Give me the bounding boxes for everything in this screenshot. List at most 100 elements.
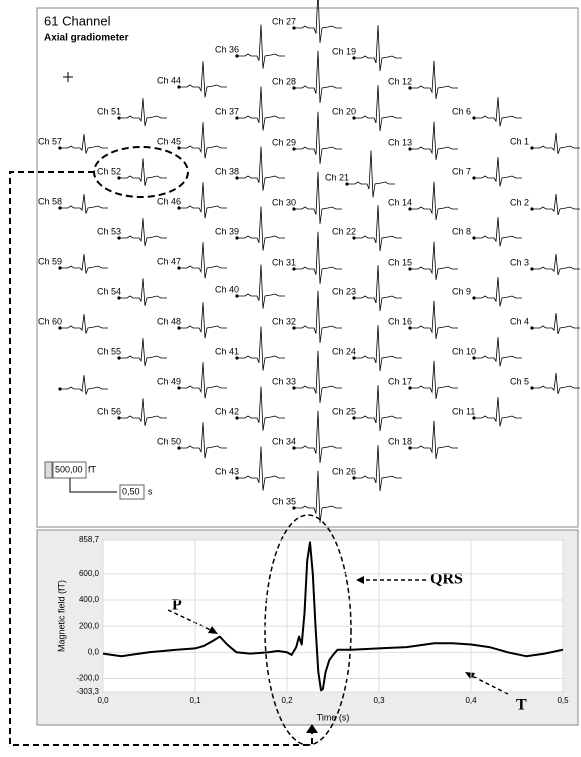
link-arrow [9,171,313,746]
channel-label: Ch 3 [510,257,529,267]
channel-label: Ch 16 [388,316,412,326]
channel-label: Ch 30 [272,197,296,207]
channel-trace [294,111,342,164]
channel-trace [410,241,458,280]
channel-trace [294,171,342,224]
channel-label: Ch 9 [452,286,471,296]
x-tick-label: 0,0 [97,696,109,705]
channel-label: Ch 35 [272,496,296,506]
qrs-ellipse [264,514,352,746]
channel-label: Ch 38 [215,166,239,176]
channel-label: Ch 22 [332,226,356,236]
p-label: P [172,597,182,614]
cursor-cross [63,72,73,82]
channel-trace [179,302,227,339]
channel-label: Ch 17 [388,376,412,386]
y-tick-label: -200,0 [76,674,99,683]
x-tick-label: 0,1 [189,696,201,705]
channel-trace [410,121,458,160]
channel-label: Ch 41 [215,346,239,356]
channel-trace [532,253,580,276]
channel-label: Ch 46 [157,196,181,206]
channel-trace [294,231,342,284]
channel-label: Ch 18 [388,436,412,446]
channel-label: Ch 43 [215,466,239,476]
channel-label: Ch 27 [272,16,296,26]
channel-trace [237,326,285,371]
channel-trace [179,422,227,459]
channel-trace [179,362,227,399]
channel-trace [474,217,522,247]
channel-trace [532,132,580,155]
channel-trace [179,242,227,279]
channel-label: Ch 13 [388,137,412,147]
channel-trace [354,385,402,432]
channel-label: Ch 58 [38,196,62,206]
channel-trace [532,372,580,395]
signal-line [102,541,564,692]
channel-trace [119,218,167,246]
channel-label: Ch 54 [97,286,121,296]
time-unit: s [148,486,153,496]
channel-label: Ch 26 [332,466,356,476]
channel-label: Ch 20 [332,106,356,116]
y-tick-label: 400,0 [79,595,100,604]
channel-label: Ch 7 [452,166,471,176]
channel-label: Ch 42 [215,406,239,416]
channel-label: Ch 10 [452,346,476,356]
y-tick-label: 0,0 [88,647,100,656]
channel-label: Ch 37 [215,106,239,116]
channel-label: Ch 23 [332,286,356,296]
channel-trace [532,193,580,216]
channel-trace [474,157,522,187]
channel-label: Ch 49 [157,376,181,386]
channel-label: Ch 11 [452,406,475,416]
x-tick-label: 0,3 [373,696,385,705]
channel-trace [354,85,402,132]
channel-trace [119,98,167,126]
channel-trace [60,314,108,334]
channel-trace [354,25,402,72]
channel-label: Ch 45 [157,136,181,146]
channel-trace [60,194,108,214]
channel-label: Ch 1 [510,136,529,146]
arrow-head [465,672,475,680]
channel-label: Ch 36 [215,44,239,54]
x-tick-label: 0,4 [465,696,477,705]
channel-label: Ch 8 [452,226,471,236]
channel-trace [119,158,167,186]
x-axis-label: Time (s) [317,712,350,722]
channel-trace [237,146,285,191]
channel-label: Ch 21 [325,172,349,182]
channel-label: Ch 47 [157,256,181,266]
channel-trace [354,325,402,372]
channel-label: Ch 12 [388,76,412,86]
channel-trace [237,446,285,491]
channel-label: Ch 52 [97,166,121,176]
time-value: 0,50 [122,486,140,496]
arrow-head [306,724,318,733]
channel-trace [119,338,167,366]
spinner[interactable] [44,461,53,479]
channel-trace [410,60,458,99]
y-tick-label: -303,3 [76,687,99,696]
channel-trace [294,290,342,343]
channel-label: Ch 15 [388,257,412,267]
channel-label: Ch 44 [157,75,181,85]
channel-trace [354,265,402,312]
channel-label: Ch 24 [332,346,356,356]
channel-label: Ch 60 [38,316,62,326]
channel-trace [474,97,522,127]
t-label: T [516,697,527,714]
channel-trace [60,134,108,154]
channel-trace [294,350,342,403]
channel-trace [410,300,458,339]
time-box[interactable] [119,484,145,500]
channel-trace [474,337,522,367]
channel-label: Ch 2 [510,197,529,207]
channel-trace [237,386,285,431]
channel-trace [237,24,285,69]
channel-label: Ch 14 [388,197,412,207]
channel-label: Ch 55 [97,346,121,356]
y-tick-label: 858,7 [79,535,100,544]
